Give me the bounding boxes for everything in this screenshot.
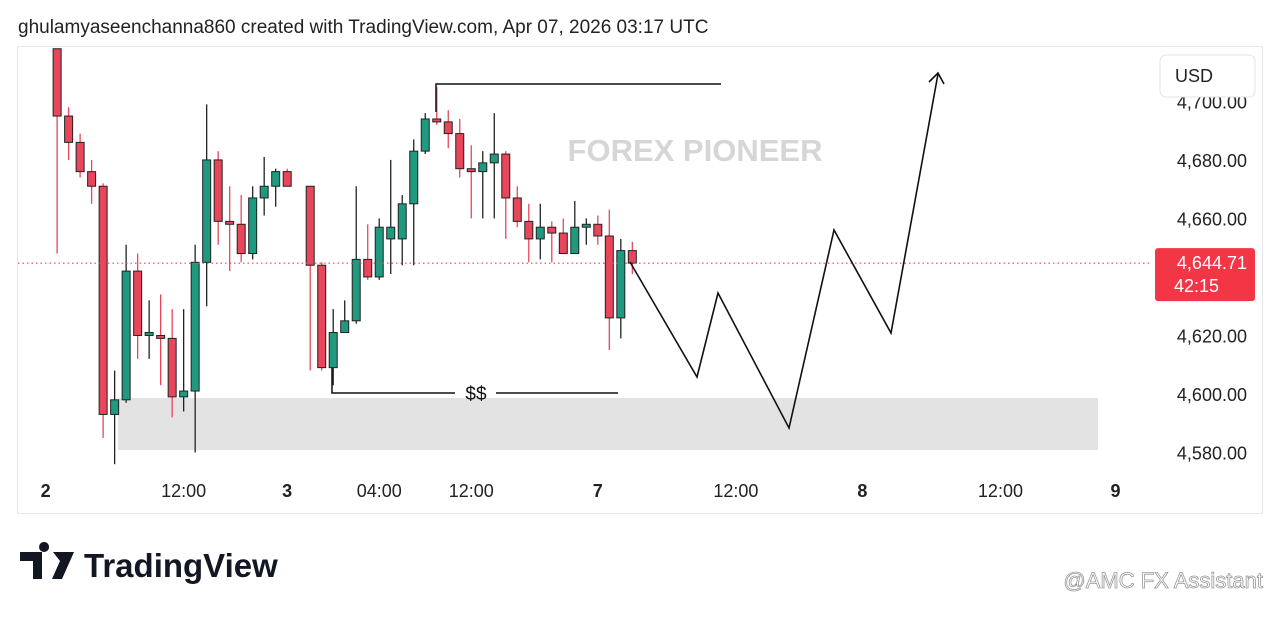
candle-body: [87, 171, 97, 187]
candle-body: [328, 332, 338, 369]
logo-mark: [20, 542, 74, 579]
countdown: 42:15: [1174, 276, 1219, 296]
candle-body: [213, 159, 223, 222]
candle-body: [133, 270, 143, 336]
candle-body: [604, 235, 614, 319]
last-price: 4,644.71: [1177, 253, 1247, 273]
currency: USD: [1175, 66, 1213, 86]
candle-body: [317, 264, 327, 369]
candle-body: [558, 232, 568, 255]
header: ghulamyaseenchanna860 created with Tradi…: [18, 17, 708, 38]
candle-body: [225, 220, 235, 225]
candle-body: [121, 270, 131, 401]
y-tick-label: 4,680.00: [1177, 151, 1247, 171]
candle-body: [179, 390, 189, 398]
y-tick-label: 4,580.00: [1177, 443, 1247, 463]
candle-body: [351, 258, 361, 322]
x-tick-label: 12:00: [449, 481, 494, 501]
candle-body: [202, 159, 212, 263]
brand: TradingView: [84, 547, 278, 584]
candle-body: [305, 185, 315, 266]
high-line: [435, 83, 721, 112]
x-tick-label: 2: [41, 481, 51, 501]
y-tick-label: 4,660.00: [1177, 209, 1247, 229]
axes: 4,580.00 4,600.00 4,620.00 4,660.00 4,680.00…: [41, 92, 1255, 501]
candle-body: [190, 261, 200, 392]
candle-body: [75, 141, 85, 173]
candle-body: [420, 118, 430, 152]
x-tick-label: 04:00: [357, 481, 402, 501]
candle-body: [581, 223, 591, 228]
candle-body: [489, 153, 499, 164]
candle-body: [535, 226, 545, 240]
candle-body: [52, 48, 62, 117]
currency-box: [1159, 54, 1256, 98]
watermark: @AMC FX Assistant: [1063, 568, 1263, 593]
x-tick-label: 3: [282, 481, 292, 501]
candle-body: [98, 185, 108, 415]
candle-body: [524, 220, 534, 240]
candle-body: [64, 115, 74, 143]
candle-body: [547, 226, 557, 234]
candle-body: [271, 171, 281, 187]
candle-body: [501, 153, 511, 199]
candle-body: [340, 320, 350, 334]
annotation: $$: [465, 384, 487, 405]
price-label-box: [1155, 248, 1255, 302]
candle-body: [156, 334, 166, 339]
candle-body: [386, 226, 396, 240]
candle-body: [409, 150, 419, 205]
candle-body: [627, 250, 637, 264]
candle-body: [512, 197, 522, 222]
low-line: [331, 368, 455, 394]
zone: [118, 398, 1098, 450]
candle-body: [374, 226, 384, 278]
x-tick-label: 12:00: [161, 481, 206, 501]
candle-body: [363, 258, 373, 278]
arrow-head: [928, 71, 945, 85]
candle-body: [282, 171, 292, 187]
candle-body: [570, 226, 580, 255]
candle-body: [443, 121, 453, 135]
x-tick-label: 12:00: [713, 481, 758, 501]
candle-body: [455, 133, 465, 170]
x-tick-label: 7: [593, 481, 603, 501]
text-watermark: FOREX PIONEER: [568, 133, 823, 168]
x-tick-label: 8: [857, 481, 867, 501]
logo: TradingView: [20, 542, 278, 584]
x-tick-label: 9: [1110, 481, 1120, 501]
candle-body: [248, 197, 258, 255]
candle-body: [397, 203, 407, 240]
y-tick-label: 4,600.00: [1177, 385, 1247, 405]
y-tick-label: 4,620.00: [1177, 326, 1247, 346]
candle-body: [110, 399, 120, 415]
candle-body: [236, 223, 246, 255]
candle-body: [432, 118, 442, 123]
projection-path: [629, 73, 939, 431]
candle-body: [616, 250, 626, 319]
candle-body: [259, 185, 269, 199]
chart-frame: [17, 46, 1263, 514]
x-tick-label: 12:00: [978, 481, 1023, 501]
plot: [18, 48, 1150, 465]
candle-body: [466, 168, 476, 173]
candle-body: [593, 223, 603, 237]
candle-body: [167, 337, 177, 398]
candle-body: [144, 332, 154, 336]
candle-body: [478, 162, 488, 173]
